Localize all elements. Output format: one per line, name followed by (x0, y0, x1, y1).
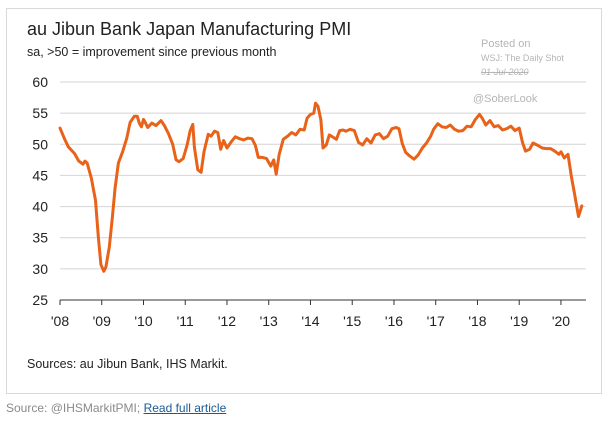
x-tick-label: '08 (51, 313, 69, 329)
y-axis-ticks: 25 30 35 40 45 50 55 60 (32, 74, 48, 308)
y-tick-label: 30 (32, 261, 48, 277)
x-tick-label: '20 (552, 313, 570, 329)
chart-frame: au Jibun Bank Japan Manufacturing PMI sa… (6, 8, 602, 394)
x-tick-label: '13 (260, 313, 278, 329)
gridlines (60, 81, 586, 270)
x-tick-label: '17 (427, 313, 445, 329)
x-tick-label: '15 (343, 313, 361, 329)
sources-note: Sources: au Jibun Bank, IHS Markit. (27, 357, 228, 371)
x-tick-label: '19 (510, 313, 528, 329)
x-tick-label: '12 (218, 313, 236, 329)
watermark-posted: Posted on WSJ: The Daily Shot 01-Jul-202… (481, 37, 591, 79)
watermark-source: WSJ: The Daily Shot (481, 53, 564, 63)
y-tick-label: 45 (32, 167, 48, 183)
y-tick-label: 25 (32, 292, 48, 308)
chart-title: au Jibun Bank Japan Manufacturing PMI (27, 19, 352, 39)
y-tick-label: 40 (32, 199, 48, 215)
y-tick-label: 55 (32, 105, 48, 121)
y-tick-label: 35 (32, 230, 48, 246)
y-tick-label: 60 (32, 74, 48, 90)
watermark-posted-label: Posted on (481, 38, 531, 50)
x-tick-label: '09 (93, 313, 111, 329)
chart-subtitle: sa, >50 = improvement since previous mon… (27, 45, 277, 59)
x-tick-label: '18 (468, 313, 486, 329)
x-tick-label: '14 (301, 313, 319, 329)
figure-caption: Source: @IHSMarkitPMI; Read full article (6, 401, 226, 415)
caption-source: Source: @IHSMarkitPMI; (6, 401, 141, 415)
y-tick-label: 50 (32, 136, 48, 152)
read-full-article-link[interactable]: Read full article (143, 401, 227, 415)
x-tick-label: '10 (134, 313, 152, 329)
watermark-handle: @SoberLook (473, 93, 538, 105)
x-tick-label: '16 (385, 313, 403, 329)
x-axis-ticks: '08 '09 '10 '11 '12 '13 '14 '15 '16 '17 '18 '19 '20 (51, 300, 570, 329)
x-tick-label: '11 (177, 313, 194, 329)
pmi-series-line (58, 101, 584, 273)
watermark-date: 01-Jul-2020 (481, 67, 529, 77)
